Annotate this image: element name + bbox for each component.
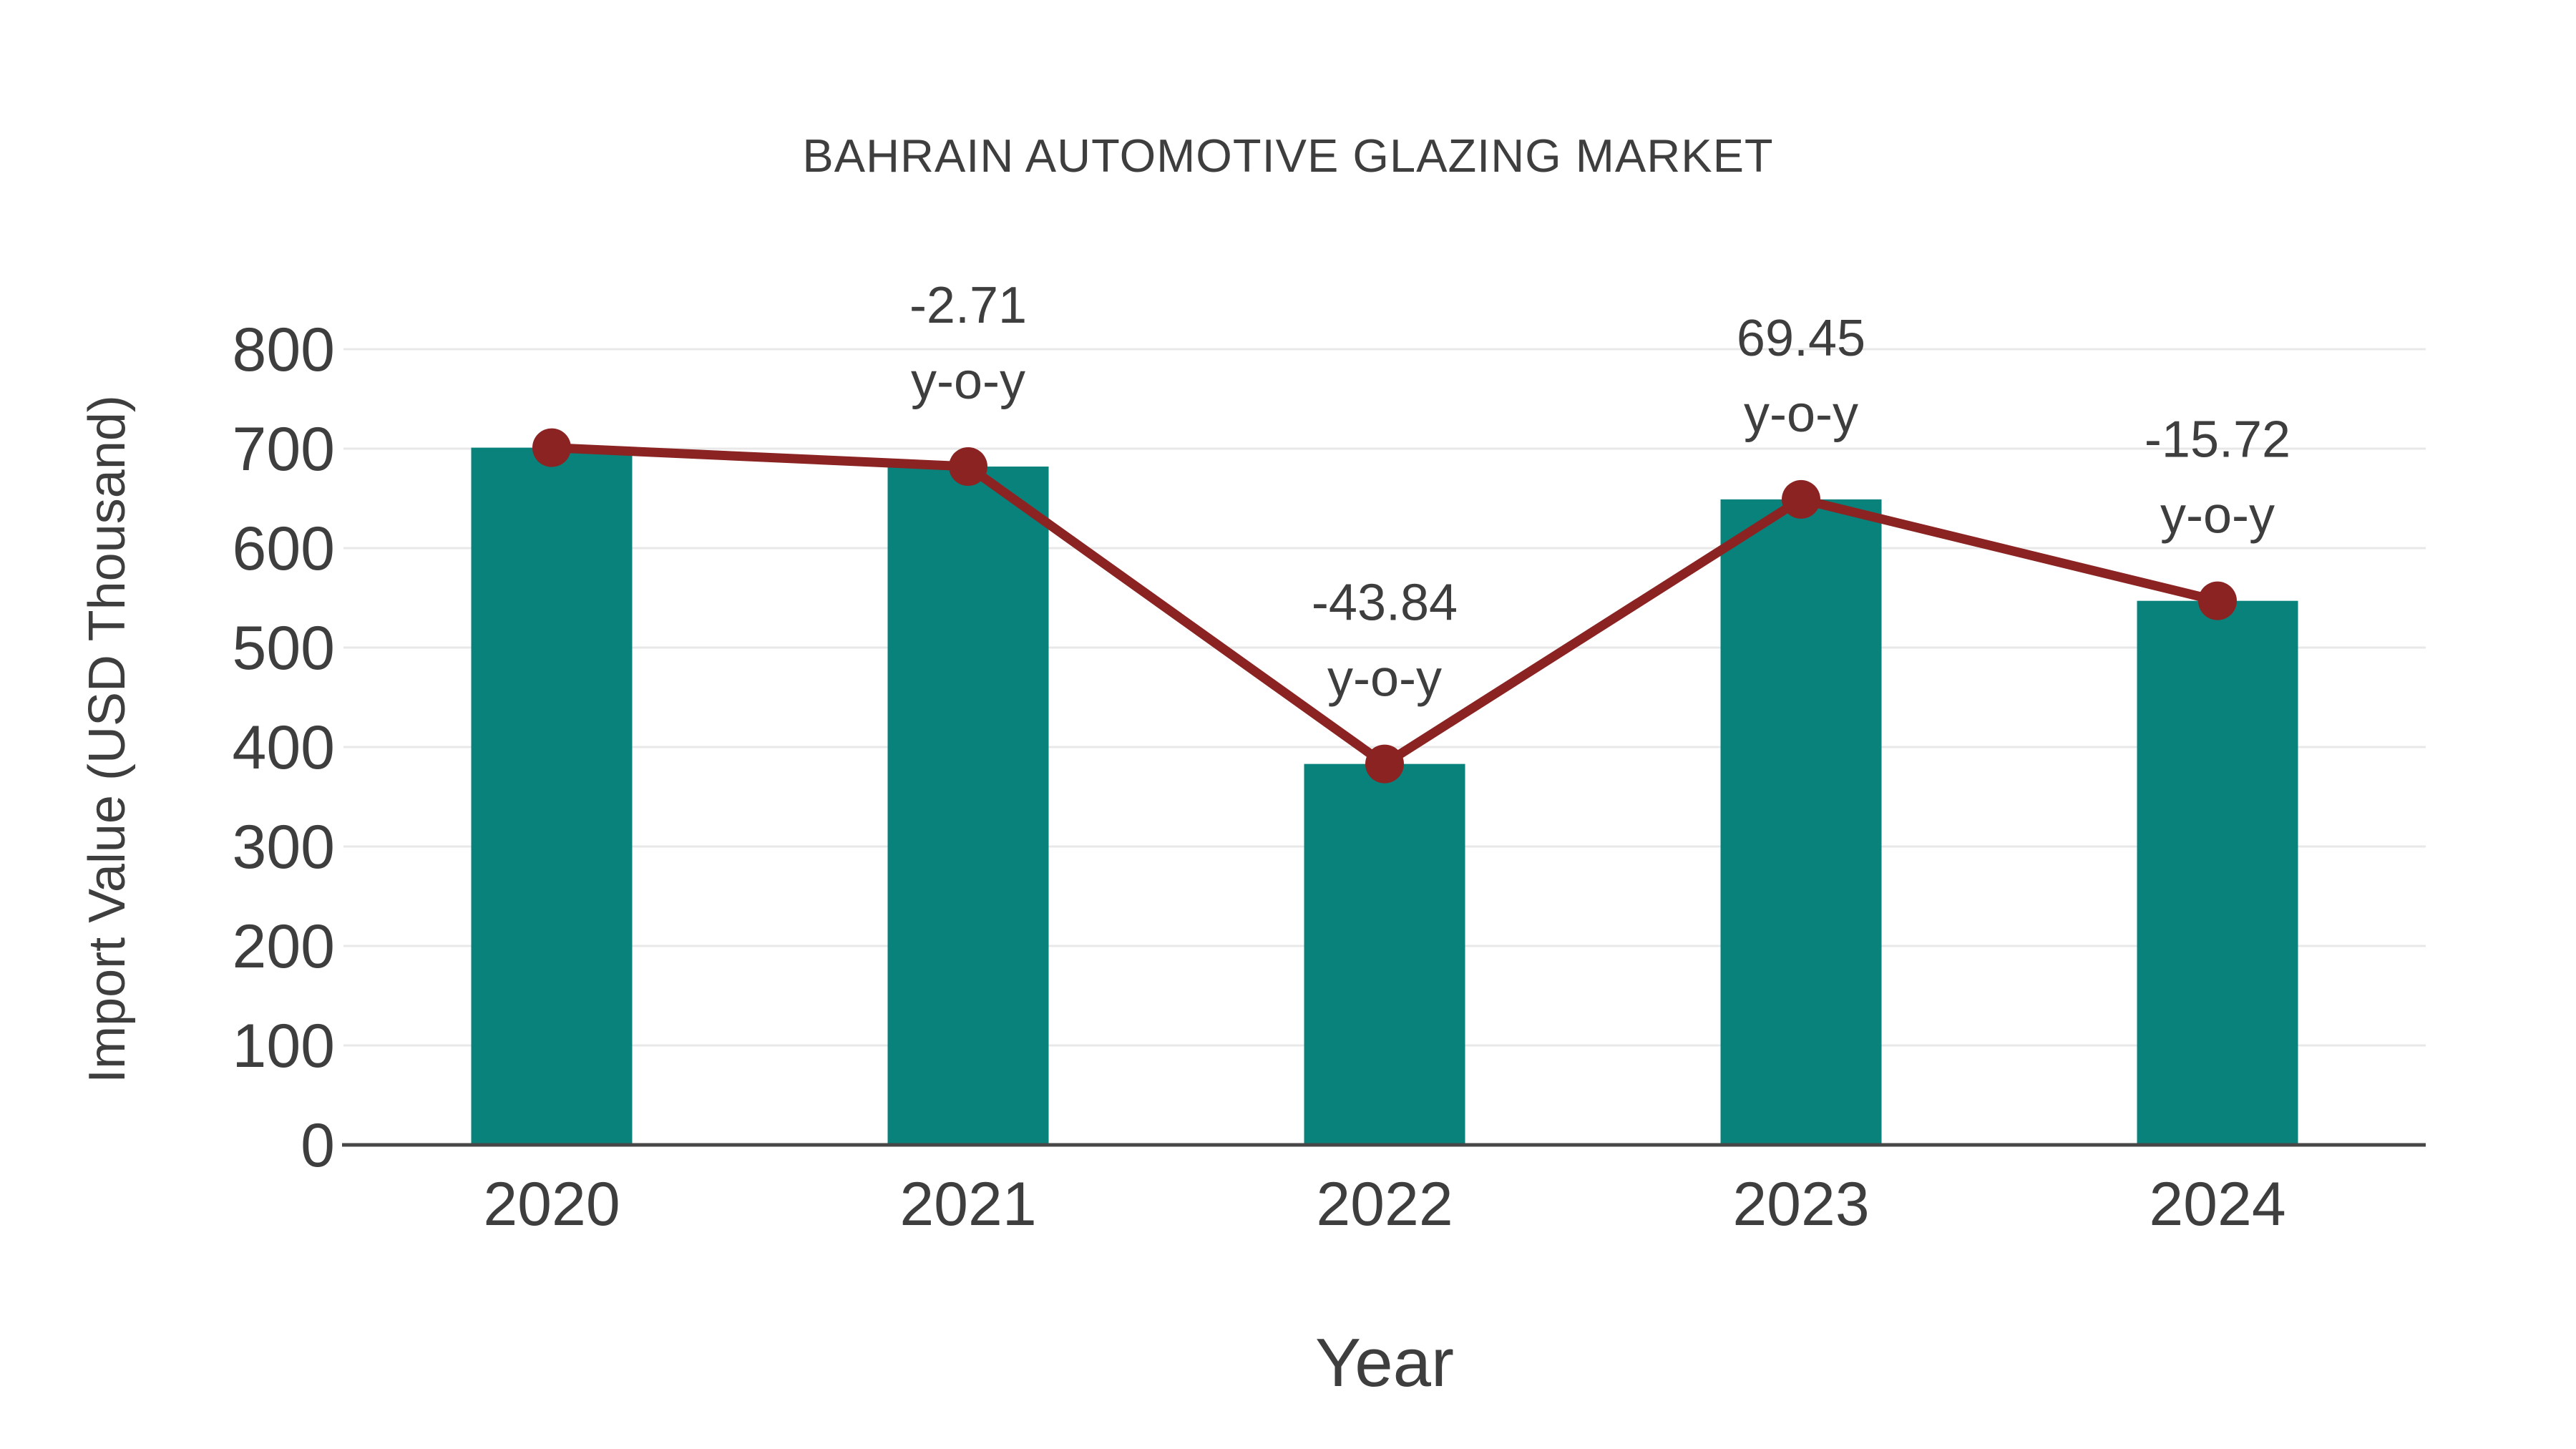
annotation-suffix: y-o-y	[911, 353, 1025, 410]
annotation-value: 69.45	[1737, 310, 1865, 367]
bar	[887, 467, 1049, 1145]
data-point-marker	[532, 428, 571, 467]
x-tick-label: 2023	[1732, 1170, 1869, 1239]
y-tick-label: 600	[233, 514, 336, 583]
bar	[1720, 499, 1882, 1145]
y-tick-label: 100	[233, 1012, 336, 1080]
annotation-value: -43.84	[1312, 575, 1458, 632]
data-point-marker	[1782, 479, 1820, 519]
bar	[471, 447, 633, 1145]
annotation-suffix: y-o-y	[2160, 487, 2275, 545]
chart-title: BAHRAIN AUTOMOTIVE GLAZING MARKET	[802, 130, 1774, 182]
data-point-marker	[949, 447, 987, 487]
y-tick-label: 800	[233, 316, 336, 384]
y-tick-label: 0	[301, 1111, 335, 1180]
x-tick-label: 2021	[899, 1170, 1036, 1239]
x-tick-label: 2024	[2149, 1170, 2285, 1239]
y-tick-label: 700	[233, 415, 336, 484]
data-point-marker	[2198, 581, 2237, 620]
y-tick-label: 400	[233, 713, 336, 782]
annotation-value: -15.72	[2145, 411, 2290, 469]
y-tick-label: 500	[233, 614, 336, 683]
annotation-suffix: y-o-y	[1327, 650, 1442, 708]
annotation-suffix: y-o-y	[1744, 386, 1858, 443]
bar	[1304, 763, 1465, 1145]
annotation-value: -2.71	[909, 277, 1027, 334]
bar	[2137, 600, 2298, 1145]
x-tick-label: 2022	[1316, 1170, 1453, 1239]
y-tick-label: 200	[233, 912, 336, 981]
x-axis-title: Year	[1315, 1324, 1454, 1401]
y-tick-label: 300	[233, 813, 336, 882]
x-tick-label: 2020	[483, 1170, 620, 1239]
data-point-marker	[1365, 744, 1404, 784]
